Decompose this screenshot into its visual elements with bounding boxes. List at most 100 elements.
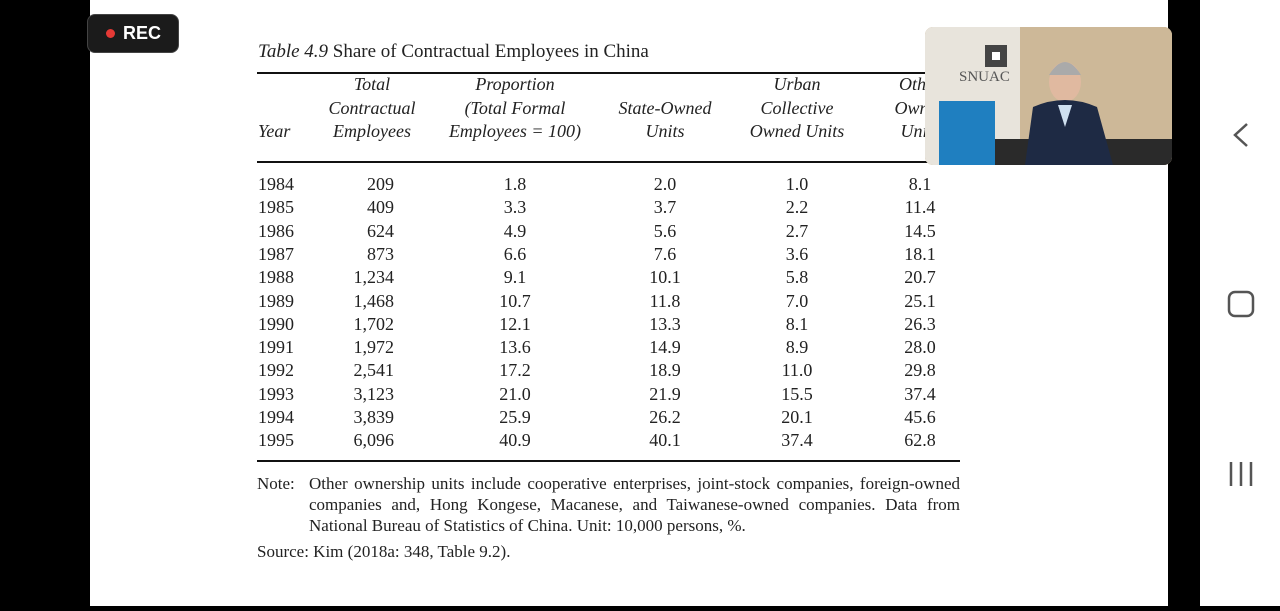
table-cell: 4.9 — [503, 220, 527, 241]
table-cell: 3.3 — [503, 197, 527, 218]
table-cell: 1,234 — [353, 267, 395, 288]
table-cell: 20.7 — [904, 267, 936, 288]
table-cell: 37.4 — [781, 430, 813, 451]
table-cell: 8.1 — [785, 313, 809, 334]
video-logo: SNUAC — [959, 69, 1010, 85]
table-cell: 21.9 — [649, 383, 681, 404]
table-cell: 21.0 — [499, 383, 531, 404]
table-cell: 7.6 — [653, 243, 677, 264]
column-header: Employees = 100) — [448, 121, 582, 141]
column-header: Year — [258, 121, 291, 141]
table-cell: 6.6 — [503, 243, 527, 264]
table-cell: 13.3 — [649, 313, 681, 334]
table-cell: 26.3 — [904, 313, 936, 334]
table-cell: 5.8 — [785, 267, 809, 288]
table-cell: 3.7 — [653, 197, 677, 218]
table-cell: 1990 — [258, 313, 294, 334]
column-header: Contractual — [328, 97, 416, 118]
table-cell: 28.0 — [904, 337, 936, 358]
table-cell: 40.1 — [649, 430, 681, 451]
table-cell: 14.5 — [904, 220, 936, 241]
table-cell: 12.1 — [499, 313, 531, 334]
table-cell: 20.1 — [781, 407, 813, 427]
table-cell: 2.2 — [785, 197, 809, 218]
column-header: (Total Formal — [464, 97, 566, 118]
table-cell: 10.7 — [499, 290, 531, 311]
table-cell: 1988 — [258, 267, 294, 288]
table-cell: 1985 — [258, 197, 294, 218]
top-rule — [257, 72, 960, 74]
table-cell: 873 — [367, 243, 394, 264]
table-cell: 7.0 — [785, 290, 809, 311]
column-header: Owned Units — [749, 121, 845, 141]
navigation-bar — [1200, 0, 1280, 606]
table-cell: 624 — [367, 220, 394, 241]
note-label: Note: — [257, 474, 295, 493]
rec-badge[interactable]: REC — [87, 14, 179, 53]
table-cell: 5.6 — [653, 220, 677, 241]
column-header: Urban — [773, 74, 821, 94]
table-cell: 1992 — [258, 360, 294, 381]
table-cell: 25.1 — [904, 290, 936, 311]
table-cell: 1.8 — [503, 174, 527, 194]
column-header: Collective — [760, 97, 834, 118]
table-cell: 2.7 — [785, 220, 809, 241]
table-cell: 2.0 — [653, 174, 677, 194]
table-cell: 1987 — [258, 243, 294, 264]
table-cell: 26.2 — [649, 407, 681, 427]
table-cell: 209 — [367, 174, 394, 194]
table-cell: 17.2 — [499, 360, 531, 381]
table-cell: 1994 — [258, 407, 294, 427]
table-cell: 2,541 — [353, 360, 395, 381]
table-cell: 1986 — [258, 220, 294, 241]
table-caption: Table 4.9 Share of Contractual Employees… — [258, 41, 649, 63]
table-cell: 1991 — [258, 337, 294, 358]
recents-button[interactable] — [1229, 462, 1253, 486]
table-cell: 3,839 — [353, 407, 395, 427]
home-button[interactable] — [1227, 290, 1255, 318]
table-cell: 25.9 — [499, 407, 531, 427]
bottom-rule — [257, 460, 960, 462]
table-cell: 1993 — [258, 383, 294, 404]
note-text: Other ownership units include cooperativ… — [309, 474, 960, 535]
table-cell: 10.1 — [649, 267, 681, 288]
table-cell: 11.4 — [904, 197, 936, 218]
column-header: State-Owned — [618, 97, 712, 118]
table-cell: 14.9 — [649, 337, 681, 358]
table-cell: 1995 — [258, 430, 294, 451]
table-cell: 1.0 — [785, 174, 809, 194]
video-frame — [925, 27, 1172, 165]
column-header: Total — [353, 74, 391, 94]
column-header: Employees — [333, 121, 411, 141]
table-cell: 1,702 — [353, 313, 395, 334]
table-cell: 37.4 — [904, 383, 936, 404]
table-cell: 8.1 — [908, 174, 932, 194]
video-overlay[interactable]: SNUAC — [925, 27, 1172, 165]
table-cell: 3.6 — [785, 243, 809, 264]
table-cell: 29.8 — [904, 360, 936, 381]
source-text: Source: Kim (2018a: 348, Table 9.2). — [257, 542, 511, 561]
table-cell: 11.0 — [781, 360, 813, 381]
table-cell: 3,123 — [353, 383, 395, 404]
back-button[interactable] — [1233, 123, 1248, 147]
table-cell: 11.8 — [649, 290, 681, 311]
table-cell: 6,096 — [353, 430, 395, 451]
table-cell: 15.5 — [781, 383, 813, 404]
rec-dot — [106, 29, 115, 38]
table-title: Share of Contractual Employees in China — [332, 41, 649, 62]
column-header: Proportion — [475, 74, 555, 94]
table-number: Table 4.9 — [258, 41, 329, 62]
table-cell: 62.8 — [904, 430, 936, 451]
table-cell: 9.1 — [503, 267, 527, 288]
table-cell: 18.1 — [904, 243, 936, 264]
table-cell: 1,972 — [353, 337, 395, 358]
table-cell: 40.9 — [499, 430, 531, 451]
table-cell: 409 — [367, 197, 394, 218]
table-cell: 45.6 — [904, 407, 936, 427]
table-cell: 8.9 — [785, 337, 809, 358]
header-rule — [257, 161, 960, 163]
column-header: Units — [645, 121, 685, 141]
table-cell: 1989 — [258, 290, 294, 311]
nav-icons — [1227, 123, 1255, 486]
